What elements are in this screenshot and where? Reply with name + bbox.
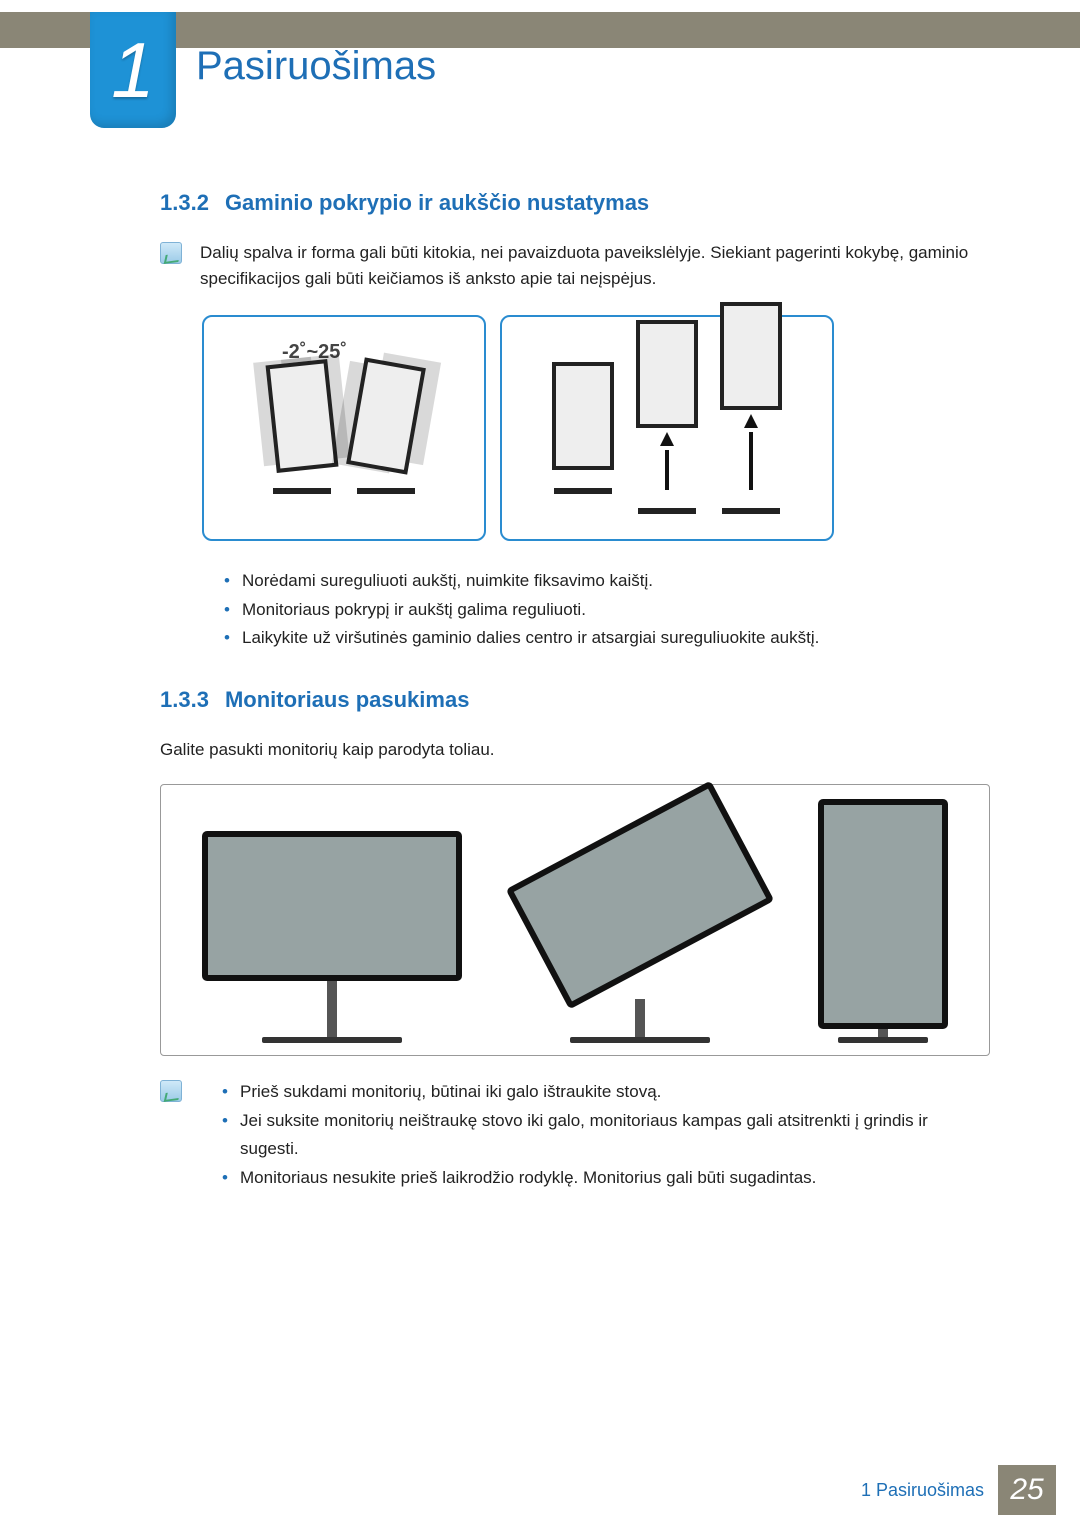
page-footer: 1 Pasiruošimas 25	[0, 1465, 1080, 1515]
section-133-intro: Galite pasukti monitorių kaip parodyta t…	[160, 737, 990, 763]
section-132-heading: 1.3.2 Gaminio pokrypio ir aukščio nustaty…	[160, 190, 990, 216]
section-133-bullets: Prieš sukdami monitorių, būtinai iki gal…	[222, 1078, 990, 1194]
list-item: Jei suksite monitorių neištraukę stovo i…	[222, 1107, 990, 1165]
chapter-number: 1	[111, 25, 154, 116]
chapter-tab: 1	[90, 12, 176, 128]
list-item: Monitoriaus pokrypį ir aukštį galima reg…	[224, 596, 990, 625]
section-132-bullets: Norėdami sureguliuoti aukštį, nuimkite f…	[224, 567, 990, 654]
section-132-num: 1.3.2	[160, 190, 209, 215]
section-133-note: Prieš sukdami monitorių, būtinai iki gal…	[160, 1078, 990, 1194]
list-item: Prieš sukdami monitorių, būtinai iki gal…	[222, 1078, 990, 1107]
section-133-title: Monitoriaus pasukimas	[225, 687, 470, 712]
monitor-rotating	[524, 827, 756, 1043]
section-133-heading: 1.3.3 Monitoriaus pasukimas	[160, 687, 990, 713]
section-132-note-text: Dalių spalva ir forma gali būti kitokia,…	[200, 240, 990, 293]
list-item: Monitoriaus nesukite prieš laikrodžio ro…	[222, 1164, 990, 1193]
list-item: Norėdami sureguliuoti aukštį, nuimkite f…	[224, 567, 990, 596]
section-133-num: 1.3.3	[160, 687, 209, 712]
footer-page-number: 25	[998, 1465, 1056, 1515]
page-content: 1.3.2 Gaminio pokrypio ir aukščio nustaty…	[160, 190, 990, 1193]
list-item: Laikykite už viršutinės gaminio dalies c…	[224, 624, 990, 653]
pivot-diagram	[160, 784, 990, 1056]
note-icon	[160, 1080, 182, 1102]
section-132-title: Gaminio pokrypio ir aukščio nustatymas	[225, 190, 649, 215]
section-132-note: Dalių spalva ir forma gali būti kitokia,…	[160, 240, 990, 293]
monitor-portrait	[818, 799, 948, 1043]
note-icon	[160, 242, 182, 264]
tilt-height-diagrams: -2˚~25˚	[202, 315, 948, 541]
footer-chapter-label: 1 Pasiruošimas	[861, 1480, 984, 1501]
chapter-title: Pasiruošimas	[196, 44, 436, 89]
monitor-landscape	[202, 831, 462, 1043]
tilt-diagram: -2˚~25˚	[202, 315, 486, 541]
height-diagram	[500, 315, 834, 541]
